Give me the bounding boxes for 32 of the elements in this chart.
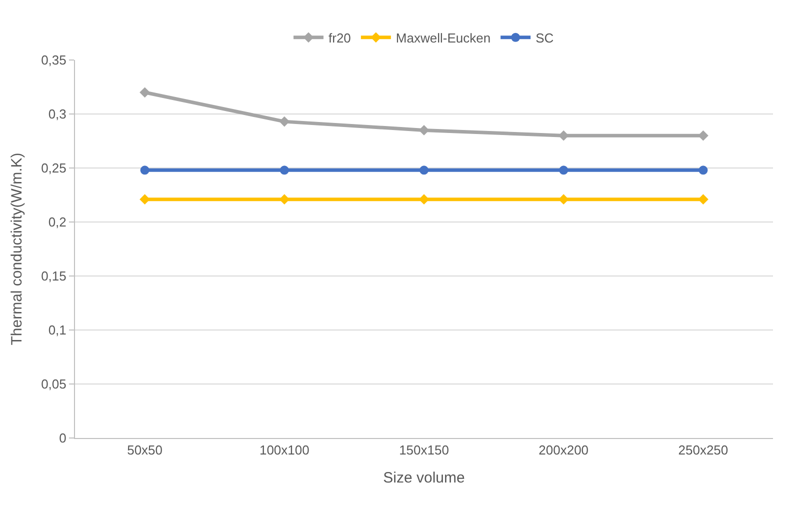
y-tick-label: 0,2 (48, 214, 66, 230)
x-axis-title: Size volume (383, 470, 465, 487)
x-tick-label: 250x250 (678, 442, 728, 458)
point (559, 166, 568, 175)
point (280, 166, 289, 175)
y-tick-label: 0,05 (41, 376, 66, 392)
point (140, 87, 150, 98)
x-tick-label: 200x200 (538, 442, 589, 458)
legend-label: Maxwell-Eucken (396, 30, 491, 46)
point (420, 166, 428, 175)
point (698, 166, 708, 175)
y-tick-label: 0,1 (48, 322, 66, 338)
legend-label: SC (536, 30, 554, 46)
point (698, 130, 708, 141)
point (418, 125, 430, 136)
y-axis-title: Thermal conductivity(W/m.K) (8, 152, 26, 346)
point (418, 194, 430, 205)
x-tick-label: 100x100 (259, 442, 310, 458)
x-tick-label: 150x150 (399, 442, 449, 458)
point (140, 194, 150, 205)
y-tick-label: 0 (59, 430, 66, 446)
y-tick-label: 0,25 (41, 160, 66, 176)
point (140, 166, 150, 175)
y-tick-label: 0,15 (41, 268, 66, 284)
point (279, 116, 290, 127)
point (558, 194, 569, 205)
point (698, 194, 708, 205)
legend-label: fr20 (328, 30, 351, 46)
y-tick-label: 0,35 (41, 52, 66, 68)
x-tick-label: 50x50 (127, 442, 163, 458)
y-tick-label: 0,3 (48, 106, 66, 122)
point (279, 194, 290, 205)
